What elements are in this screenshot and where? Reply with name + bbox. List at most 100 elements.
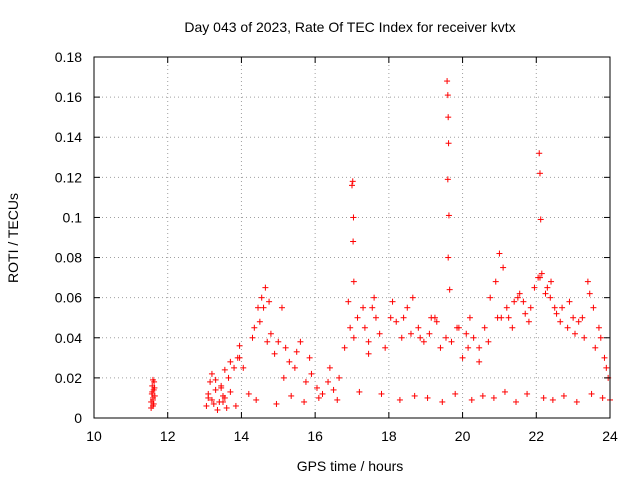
- x-tick-label: 10: [86, 428, 102, 444]
- data-point: [371, 294, 378, 301]
- data-point: [485, 338, 492, 345]
- data-point: [210, 400, 217, 407]
- data-point: [444, 176, 451, 183]
- data-point: [479, 392, 486, 399]
- data-point: [505, 314, 512, 321]
- data-point: [601, 354, 608, 361]
- data-point: [581, 334, 588, 341]
- data-point: [536, 170, 543, 177]
- data-point: [376, 330, 383, 337]
- data-point: [260, 304, 267, 311]
- data-point: [586, 290, 593, 297]
- data-point: [273, 400, 280, 407]
- data-point: [372, 314, 379, 321]
- x-tick-label: 22: [528, 428, 544, 444]
- data-point: [150, 400, 157, 407]
- data-point: [409, 294, 416, 301]
- data-point: [595, 324, 602, 331]
- data-point: [350, 334, 357, 341]
- data-point: [236, 342, 243, 349]
- data-point: [597, 334, 604, 341]
- data-point: [560, 392, 567, 399]
- data-point: [208, 396, 215, 403]
- data-point: [575, 318, 582, 325]
- data-point: [551, 304, 558, 311]
- data-point: [214, 406, 221, 413]
- data-point: [588, 390, 595, 397]
- y-tick-label: 0.04: [55, 330, 82, 346]
- data-point: [444, 78, 451, 85]
- data-point: [267, 330, 274, 337]
- data-point: [286, 358, 293, 365]
- data-point: [253, 396, 260, 403]
- data-point: [537, 216, 544, 223]
- data-point: [251, 324, 258, 331]
- x-tick-label: 14: [234, 428, 250, 444]
- x-tick-label: 12: [160, 428, 176, 444]
- data-point: [326, 364, 333, 371]
- data-point: [393, 318, 400, 325]
- data-point: [369, 304, 376, 311]
- data-point: [330, 386, 337, 393]
- data-point: [531, 284, 538, 291]
- x-tick-label: 20: [455, 428, 471, 444]
- data-point: [511, 298, 518, 305]
- data-point: [514, 294, 521, 301]
- data-point: [223, 404, 230, 411]
- data-point: [455, 324, 462, 331]
- data-point: [302, 378, 309, 385]
- y-tick-label: 0.1: [63, 209, 83, 225]
- data-point: [341, 344, 348, 351]
- chart-title: Day 043 of 2023, Rate Of TEC Index for r…: [184, 19, 515, 35]
- data-point: [417, 334, 424, 341]
- data-point: [227, 388, 234, 395]
- data-point: [520, 298, 527, 305]
- data-point: [452, 390, 459, 397]
- data-point: [592, 344, 599, 351]
- data-point: [203, 402, 210, 409]
- data-point: [540, 394, 547, 401]
- data-point: [538, 270, 545, 277]
- data-point: [487, 294, 494, 301]
- data-point: [151, 384, 158, 391]
- data-point: [465, 344, 472, 351]
- data-point: [249, 334, 256, 341]
- data-point: [590, 304, 597, 311]
- data-point: [415, 324, 422, 331]
- data-point: [527, 304, 534, 311]
- data-point: [236, 354, 243, 361]
- data-point: [149, 388, 156, 395]
- y-tick-label: 0.02: [55, 370, 82, 386]
- data-point: [407, 330, 414, 337]
- x-tick-label: 16: [307, 428, 323, 444]
- data-point: [490, 394, 497, 401]
- data-point: [599, 394, 606, 401]
- data-point: [301, 398, 308, 405]
- y-tick-label: 0.16: [55, 89, 82, 105]
- data-point: [278, 304, 285, 311]
- data-point: [448, 338, 455, 345]
- y-tick-label: 0: [74, 410, 82, 426]
- y-tick-label: 0.08: [55, 250, 82, 266]
- data-point: [365, 338, 372, 345]
- data-point: [437, 344, 444, 351]
- data-point: [549, 396, 556, 403]
- data-point: [387, 314, 394, 321]
- data-point: [553, 310, 560, 317]
- data-point: [459, 354, 466, 361]
- data-point: [522, 310, 529, 317]
- data-point: [564, 324, 571, 331]
- data-point: [212, 386, 219, 393]
- data-point: [220, 398, 226, 405]
- y-tick-label: 0.14: [55, 129, 82, 145]
- data-point: [205, 394, 212, 401]
- data-point: [424, 394, 431, 401]
- data-point: [231, 364, 238, 371]
- data-point: [350, 238, 357, 245]
- data-point: [445, 212, 452, 219]
- data-point: [548, 278, 555, 285]
- data-point: [536, 150, 543, 157]
- data-point: [356, 388, 363, 395]
- data-point: [350, 214, 357, 221]
